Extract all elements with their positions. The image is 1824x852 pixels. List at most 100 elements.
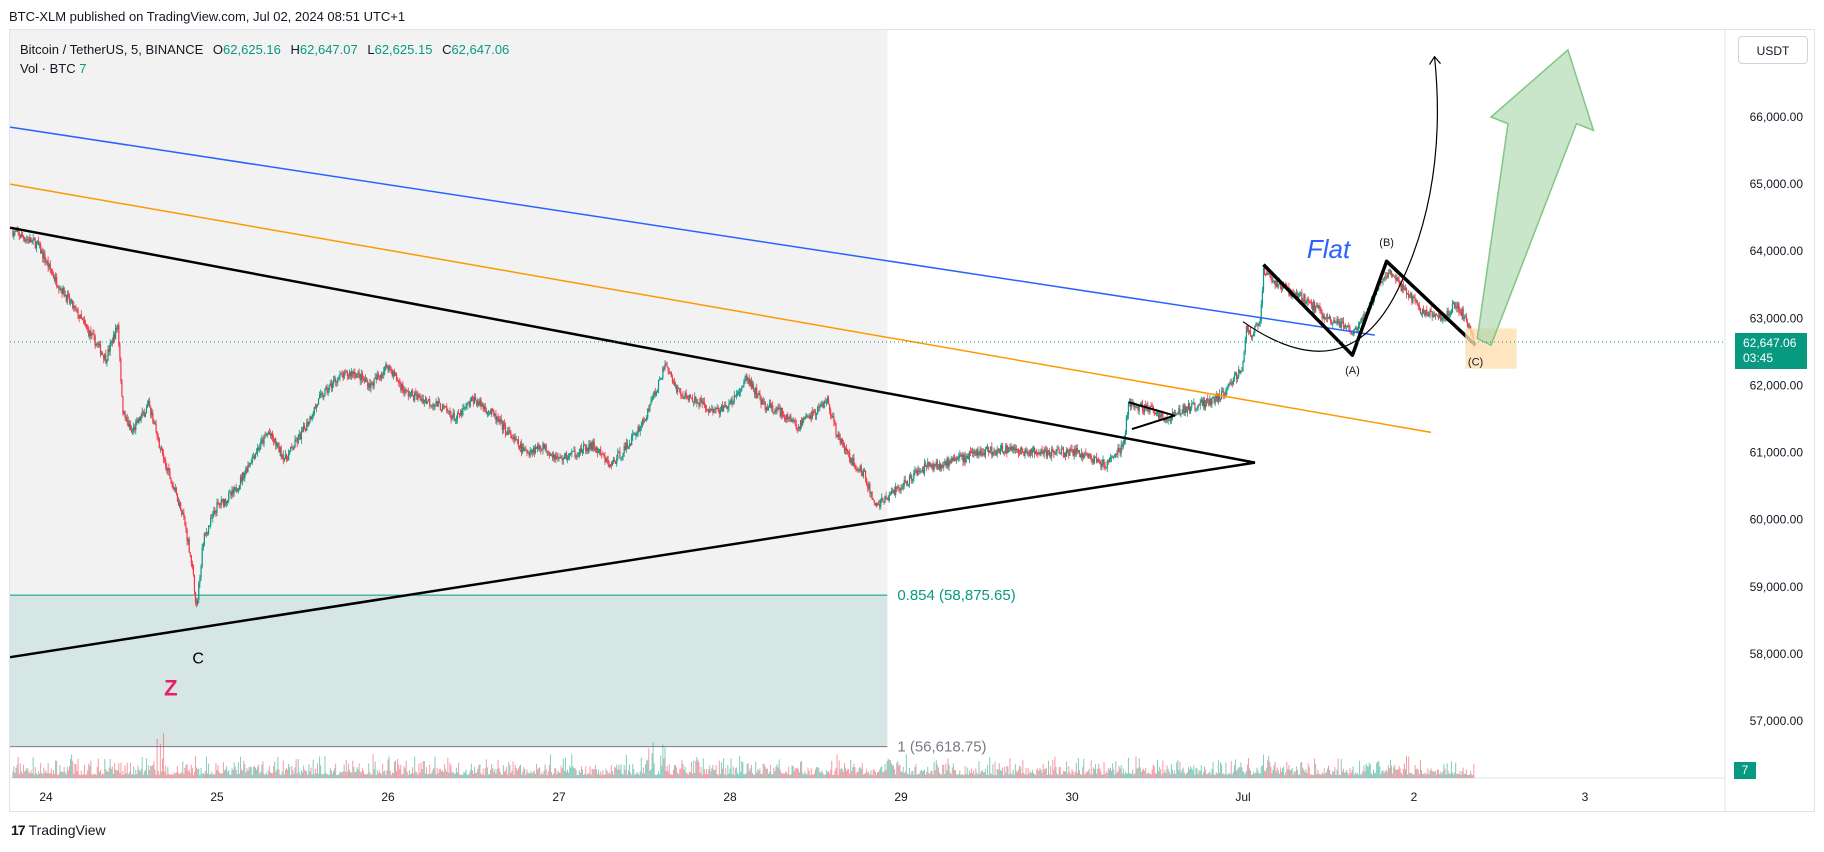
- candle-body: [488, 411, 491, 413]
- candle-body: [346, 371, 348, 376]
- volume-bar: [645, 764, 647, 778]
- candle-body: [558, 457, 560, 459]
- candle-body: [674, 385, 677, 387]
- candle-body: [512, 438, 514, 440]
- candle-body: [376, 374, 378, 380]
- candle-body: [1213, 397, 1215, 403]
- volume-bar: [354, 771, 356, 778]
- volume-bar: [990, 773, 992, 778]
- candle-body: [165, 460, 167, 467]
- volume-bar: [118, 763, 120, 778]
- candle-body: [502, 423, 505, 430]
- volume-bar: [925, 774, 927, 778]
- volume-bar: [608, 772, 610, 778]
- volume-bar: [758, 770, 760, 778]
- volume-bar: [361, 768, 363, 778]
- candle-body: [415, 392, 417, 395]
- volume-bar: [62, 772, 64, 778]
- candle-body: [1356, 328, 1359, 330]
- candle-body: [1038, 452, 1040, 455]
- volume-bar: [254, 767, 256, 778]
- candle-body: [1044, 448, 1046, 451]
- legend-volume-label[interactable]: Vol · BTC: [20, 61, 76, 76]
- candle-body: [188, 539, 190, 553]
- volume-bar: [1213, 774, 1215, 778]
- candle-body: [797, 426, 799, 429]
- volume-bar: [905, 754, 907, 778]
- volume-bar: [1152, 764, 1154, 778]
- volume-bar: [1358, 774, 1360, 778]
- volume-bar: [812, 774, 814, 778]
- candle-body: [193, 574, 196, 592]
- legend-symbol[interactable]: Bitcoin / TetherUS, 5, BINANCE: [20, 42, 204, 57]
- volume-bar: [1183, 772, 1185, 778]
- candle-body: [1119, 450, 1121, 454]
- candle-body: [119, 344, 121, 360]
- candle-body: [1071, 449, 1073, 452]
- candle-body: [1239, 369, 1241, 374]
- volume-bar: [882, 772, 884, 778]
- candle-body: [684, 392, 686, 398]
- volume-bar: [495, 773, 497, 778]
- volume-bar: [767, 773, 769, 778]
- candle-body: [1271, 277, 1273, 283]
- candle-body: [757, 394, 759, 398]
- volume-bar: [1313, 774, 1315, 778]
- candle-body: [1185, 406, 1187, 413]
- currency-button[interactable]: USDT: [1738, 36, 1808, 64]
- volume-bar: [1014, 764, 1016, 778]
- volume-bar: [849, 773, 851, 778]
- volume-bar: [1333, 771, 1335, 778]
- volume-bar: [1422, 774, 1424, 778]
- candle-body: [917, 469, 919, 475]
- volume-bar: [1041, 772, 1043, 778]
- candle-body: [643, 420, 646, 422]
- candle-body: [1461, 308, 1463, 316]
- candle-body: [712, 408, 714, 413]
- candle-body: [174, 487, 176, 491]
- volume-bar: [24, 771, 26, 778]
- candle-body: [820, 403, 822, 406]
- volume-bar: [345, 759, 347, 778]
- volume-bar: [883, 771, 885, 778]
- volume-bar: [1395, 769, 1397, 778]
- volume-bar: [245, 772, 247, 778]
- volume-bar: [541, 772, 543, 778]
- volume-bar: [680, 768, 682, 778]
- tradingview-logo[interactable]: 17 TradingView: [11, 822, 106, 838]
- volume-bar: [140, 769, 142, 778]
- volume-bar: [1267, 760, 1269, 778]
- volume-bar: [978, 761, 980, 778]
- candle-body: [806, 415, 808, 417]
- candle-body: [920, 470, 922, 472]
- volume-bar: [133, 766, 135, 778]
- volume-bar: [229, 774, 231, 778]
- volume-bar: [16, 764, 18, 778]
- candle-body: [178, 502, 181, 506]
- candle-body: [803, 418, 805, 420]
- candle-body: [1381, 281, 1383, 283]
- candle-body: [1114, 454, 1116, 458]
- volume-bar: [712, 764, 714, 778]
- candle-body: [1397, 277, 1399, 281]
- volume-bar: [1061, 774, 1063, 778]
- candle-body: [409, 392, 412, 395]
- candle-body: [434, 404, 436, 408]
- volume-bar: [1011, 774, 1013, 778]
- volume-bar: [582, 769, 584, 778]
- volume-bar: [1020, 767, 1022, 778]
- volume-bar: [591, 768, 593, 778]
- volume-bar: [868, 771, 870, 778]
- volume-bar: [1368, 762, 1370, 778]
- volume-bar: [356, 767, 358, 778]
- candle-body: [500, 419, 502, 421]
- volume-bar: [72, 761, 74, 778]
- candle-body: [975, 451, 977, 456]
- candle-body: [248, 465, 250, 467]
- candle-body: [199, 577, 201, 584]
- volume-bar: [1214, 774, 1216, 778]
- volume-bar: [590, 774, 592, 778]
- candle-body: [1275, 281, 1277, 286]
- volume-bar: [458, 762, 460, 778]
